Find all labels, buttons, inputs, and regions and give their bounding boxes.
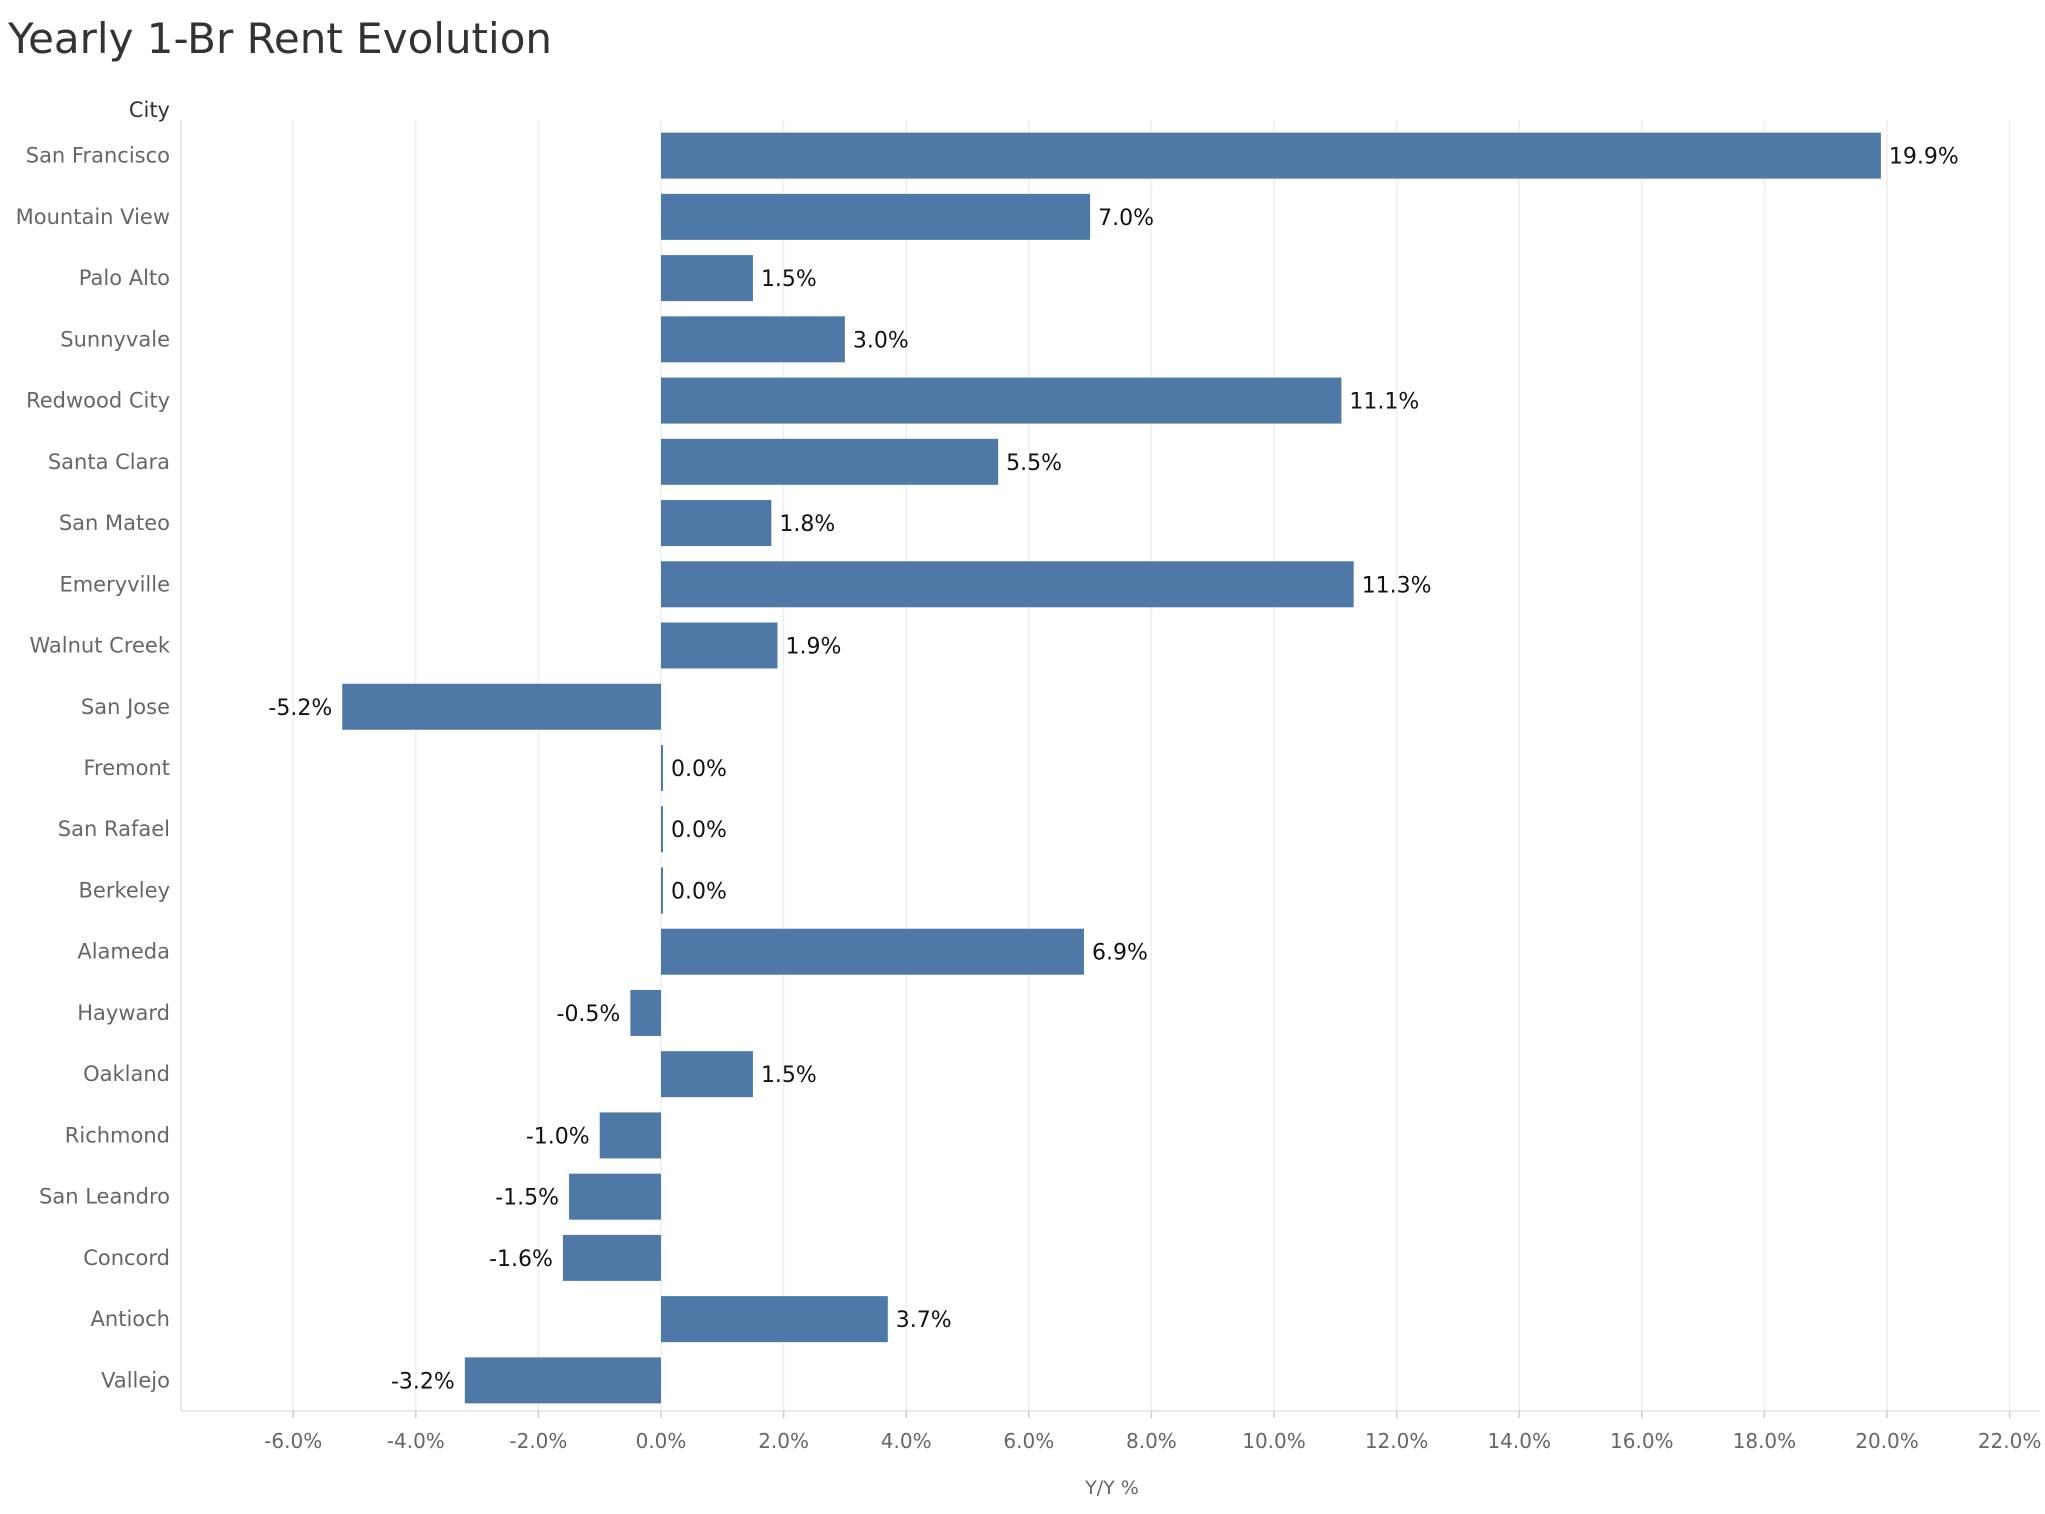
bar[interactable] bbox=[661, 377, 1342, 424]
bar[interactable] bbox=[661, 193, 1091, 240]
category-label: San Mateo bbox=[59, 511, 170, 535]
data-label: 7.0% bbox=[1098, 206, 1154, 231]
x-tick-label: -2.0% bbox=[509, 1429, 567, 1453]
x-tick-label: 22.0% bbox=[1978, 1429, 2042, 1453]
x-tick-label: 6.0% bbox=[1003, 1429, 1054, 1453]
bar[interactable] bbox=[661, 806, 663, 853]
data-label: -1.5% bbox=[495, 1186, 559, 1211]
category-label: San Leandro bbox=[39, 1185, 170, 1209]
x-tick-label: 0.0% bbox=[636, 1429, 687, 1453]
x-tick-label: 2.0% bbox=[758, 1429, 809, 1453]
x-tick-label: 4.0% bbox=[881, 1429, 932, 1453]
bar[interactable] bbox=[569, 1173, 661, 1220]
x-tick-label: 20.0% bbox=[1855, 1429, 1919, 1453]
category-label: Concord bbox=[83, 1246, 170, 1270]
category-labels: San Francisco Mountain View Palo Alto Sunny… bbox=[16, 144, 171, 1393]
data-label: 11.3% bbox=[1362, 573, 1432, 598]
bar[interactable] bbox=[661, 255, 753, 302]
bar[interactable] bbox=[661, 928, 1084, 975]
category-label: Hayward bbox=[77, 1001, 170, 1025]
category-label: Sunnyvale bbox=[60, 327, 170, 351]
x-tick-label: 18.0% bbox=[1733, 1429, 1797, 1453]
category-label: Alameda bbox=[77, 940, 170, 964]
category-label: Fremont bbox=[84, 756, 171, 780]
category-label: San Jose bbox=[81, 695, 170, 719]
category-label: San Rafael bbox=[58, 817, 170, 841]
data-label: 1.5% bbox=[761, 1063, 817, 1088]
category-label: Oakland bbox=[83, 1062, 170, 1086]
category-label: Vallejo bbox=[101, 1368, 170, 1392]
bar[interactable] bbox=[630, 989, 661, 1036]
category-label: Walnut Creek bbox=[30, 634, 171, 658]
category-label: Berkeley bbox=[79, 878, 170, 902]
bar[interactable] bbox=[661, 1296, 888, 1343]
category-label: Palo Alto bbox=[79, 266, 170, 290]
data-label: 0.0% bbox=[671, 879, 727, 904]
x-tick-label: 8.0% bbox=[1126, 1429, 1177, 1453]
category-label: Santa Clara bbox=[48, 450, 170, 474]
x-tick-label: 14.0% bbox=[1487, 1429, 1551, 1453]
x-tick-label: -4.0% bbox=[387, 1429, 445, 1453]
data-labels: 19.9% 7.0% 1.5% 3.0% 11.1% 5.5% 1.8% 11.3% 1.9% -… bbox=[268, 145, 1958, 1395]
bar[interactable] bbox=[661, 867, 663, 914]
data-label: 19.9% bbox=[1889, 145, 1959, 170]
data-label: 0.0% bbox=[671, 818, 727, 843]
data-label: 1.9% bbox=[785, 635, 841, 660]
chart-title: Yearly 1-Br Rent Evolution bbox=[8, 14, 553, 63]
x-tick-label: 10.0% bbox=[1242, 1429, 1306, 1453]
x-tick-label: -6.0% bbox=[264, 1429, 322, 1453]
bar[interactable] bbox=[599, 1112, 661, 1159]
data-label: -0.5% bbox=[557, 1002, 621, 1027]
x-tick-label: 12.0% bbox=[1365, 1429, 1429, 1453]
data-label: -1.0% bbox=[526, 1124, 590, 1149]
bar[interactable] bbox=[464, 1357, 661, 1404]
bar[interactable] bbox=[342, 683, 661, 730]
x-axis-title: Y/Y % bbox=[1084, 1477, 1139, 1499]
bar[interactable] bbox=[661, 438, 999, 485]
data-label: 3.7% bbox=[896, 1308, 952, 1333]
bar[interactable] bbox=[661, 1051, 753, 1098]
category-label: Redwood City bbox=[26, 389, 170, 413]
category-label: Richmond bbox=[65, 1123, 170, 1147]
category-label: Emeryville bbox=[59, 572, 170, 596]
data-label: 0.0% bbox=[671, 757, 727, 782]
bar[interactable] bbox=[562, 1234, 661, 1281]
x-tick-label: 16.0% bbox=[1610, 1429, 1674, 1453]
category-label: San Francisco bbox=[26, 144, 170, 168]
bar[interactable] bbox=[661, 561, 1354, 608]
data-label: 11.1% bbox=[1349, 390, 1419, 415]
data-label: 1.5% bbox=[761, 267, 817, 292]
data-label: 3.0% bbox=[853, 328, 909, 353]
data-label: 1.8% bbox=[779, 512, 835, 537]
data-label: 5.5% bbox=[1006, 451, 1062, 476]
category-label: Antioch bbox=[91, 1307, 170, 1331]
bar[interactable] bbox=[661, 622, 778, 669]
bar[interactable] bbox=[661, 745, 663, 791]
data-label: -3.2% bbox=[391, 1369, 455, 1394]
bars bbox=[342, 132, 1881, 1404]
data-label: -1.6% bbox=[489, 1247, 553, 1272]
data-label: -5.2% bbox=[268, 696, 332, 721]
bar[interactable] bbox=[661, 500, 772, 547]
bar[interactable] bbox=[661, 132, 1881, 179]
x-tick-labels: -6.0% -4.0% -2.0% 0.0% 2.0% 4.0% 6.0% 8.0% 10.0%… bbox=[264, 1411, 2041, 1453]
dimension-header: City bbox=[129, 98, 170, 122]
gridlines bbox=[292, 120, 2011, 1411]
data-label: 6.9% bbox=[1092, 941, 1148, 966]
category-label: Mountain View bbox=[16, 205, 170, 229]
bar[interactable] bbox=[661, 316, 845, 363]
